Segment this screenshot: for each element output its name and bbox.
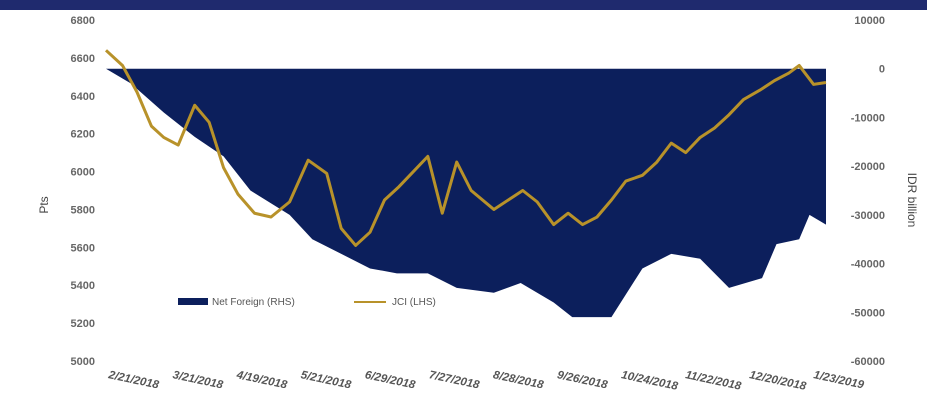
left-tick-label: 6000 (71, 167, 95, 179)
left-axis-title: Pts (37, 196, 51, 213)
x-tick-label: 3/21/2018 (171, 369, 224, 392)
jci-line (104, 49, 827, 247)
x-tick-label: 9/26/2018 (556, 369, 609, 392)
right-axis-title: IDR billion (905, 173, 919, 228)
x-tick-label: 5/21/2018 (300, 369, 353, 392)
right-tick-label: -40000 (851, 259, 885, 271)
left-tick-label: 5400 (71, 280, 95, 292)
x-tick-label: 11/22/2018 (684, 369, 743, 393)
left-tick-label: 6800 (71, 15, 95, 27)
x-tick-label: 4/19/2018 (235, 369, 289, 392)
left-tick-label: 5800 (71, 204, 95, 216)
left-axis-ticks: 5000 5200 5400 5600 5800 6000 6200 6400 6600 6800 (71, 15, 95, 368)
left-tick-label: 6400 (71, 91, 95, 103)
x-tick-label: 1/23/2019 (812, 369, 865, 392)
right-tick-label: 10000 (854, 15, 885, 27)
left-tick-label: 6200 (71, 129, 95, 141)
net-foreign-area-layer (106, 68, 826, 318)
right-tick-label: -60000 (851, 356, 885, 368)
left-tick-label: 5000 (71, 356, 95, 368)
legend-label-jci: JCI (LHS) (392, 297, 436, 308)
x-tick-label: 12/20/2018 (748, 369, 807, 393)
right-tick-label: -50000 (851, 307, 885, 319)
right-tick-label: 0 (879, 64, 885, 76)
left-tick-label: 6600 (71, 53, 95, 65)
x-tick-label: 8/28/2018 (492, 369, 545, 392)
title-banner (0, 0, 927, 10)
jci-line-layer (104, 49, 827, 247)
right-axis-ticks: -60000 -50000 -40000 -30000 -20000 -10000 0 100… (851, 15, 885, 368)
left-tick-label: 5200 (71, 318, 95, 330)
left-tick-label: 5600 (71, 242, 95, 254)
legend-label-net-foreign: Net Foreign (RHS) (212, 297, 295, 308)
x-tick-label: 10/24/2018 (620, 369, 679, 393)
x-tick-label: 7/27/2018 (428, 369, 481, 392)
x-tick-label: 2/21/2018 (106, 369, 160, 392)
x-tick-label: 6/29/2018 (364, 369, 417, 392)
legend: Net Foreign (RHS) JCI (LHS) (178, 297, 436, 308)
x-axis-ticks: 2/21/2018 3/21/2018 4/19/2018 5/21/2018 6/29… (106, 369, 865, 393)
right-tick-label: -10000 (851, 112, 885, 124)
right-tick-label: -30000 (851, 210, 885, 222)
legend-swatch-net-foreign (178, 298, 208, 305)
net-foreign-area (106, 68, 826, 318)
right-tick-label: -20000 (851, 161, 885, 173)
